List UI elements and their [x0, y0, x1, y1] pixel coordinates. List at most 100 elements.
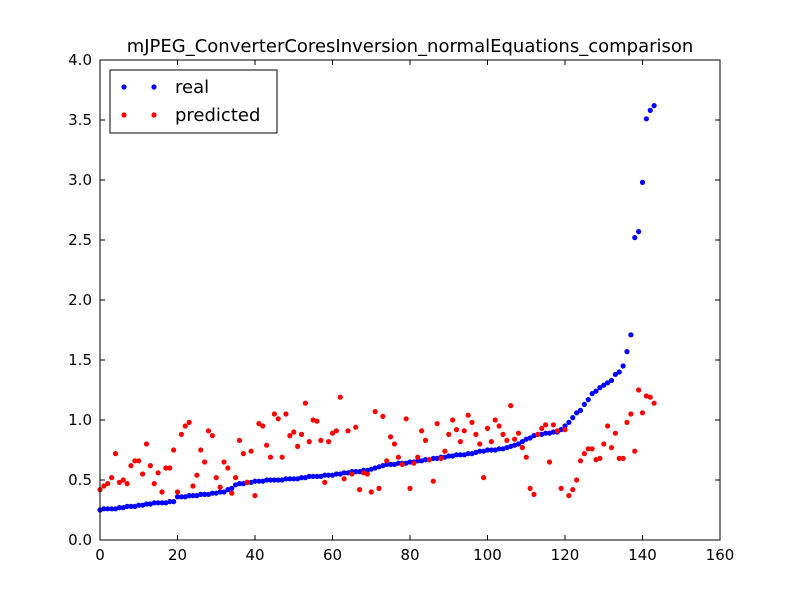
predicted-point	[550, 422, 556, 428]
predicted-point	[209, 433, 215, 439]
real-point	[636, 229, 642, 235]
real-point	[384, 461, 390, 467]
predicted-point	[519, 445, 525, 451]
real-point	[221, 489, 227, 495]
predicted-point	[558, 485, 564, 491]
real-point	[341, 470, 347, 476]
legend-marker-predicted	[151, 112, 157, 118]
real-point	[267, 477, 274, 483]
predicted-point	[155, 470, 161, 476]
predicted-point	[221, 459, 227, 465]
predicted-point	[116, 479, 122, 485]
real-point	[287, 476, 293, 482]
real-point	[446, 453, 452, 459]
x-tick-label: 160	[706, 546, 735, 564]
predicted-point	[469, 419, 475, 425]
predicted-point	[205, 428, 212, 434]
predicted-point	[143, 441, 150, 447]
predicted-point	[302, 400, 308, 406]
predicted-point	[384, 458, 390, 464]
predicted-point	[147, 463, 153, 469]
legend: real predicted	[109, 69, 278, 134]
predicted-point	[287, 433, 293, 439]
predicted-point	[140, 471, 146, 477]
predicted-point	[434, 421, 440, 427]
predicted-point	[326, 439, 332, 445]
real-point	[109, 506, 115, 512]
real-point	[519, 439, 525, 445]
real-point	[484, 447, 491, 453]
x-tick-label: 80	[400, 546, 419, 564]
real-point	[283, 476, 289, 482]
predicted-point	[554, 428, 560, 434]
real-point	[151, 500, 157, 506]
real-point	[612, 371, 618, 377]
real-point	[639, 179, 646, 185]
predicted-point	[585, 446, 591, 452]
predicted-point	[151, 481, 157, 487]
real-point	[198, 491, 204, 497]
real-point	[632, 235, 638, 241]
real-point	[624, 349, 630, 355]
predicted-point	[504, 437, 510, 443]
real-point	[314, 473, 320, 479]
real-point	[496, 446, 502, 452]
predicted-point	[217, 484, 223, 490]
predicted-point	[333, 428, 339, 434]
predicted-point	[306, 439, 312, 445]
legend-marker-predicted	[121, 112, 127, 118]
real-point	[202, 491, 208, 497]
predicted-point	[395, 454, 401, 460]
predicted-point	[500, 431, 506, 437]
predicted-point	[453, 427, 460, 433]
real-point	[616, 369, 622, 375]
predicted-point	[198, 447, 204, 453]
y-tick-label: 3.5	[68, 111, 92, 129]
predicted-point	[620, 455, 626, 461]
real-point	[574, 410, 580, 416]
predicted-point	[225, 465, 231, 471]
real-point	[236, 481, 243, 487]
predicted-point	[605, 423, 611, 429]
y-tick-label: 4.0	[68, 51, 92, 69]
predicted-point	[473, 431, 479, 437]
predicted-point	[271, 411, 277, 417]
x-tick-label: 0	[95, 546, 105, 564]
predicted-point	[233, 475, 239, 481]
x-tick-label: 40	[245, 546, 264, 564]
real-point	[562, 423, 568, 429]
predicted-point	[512, 436, 518, 442]
predicted-point	[112, 451, 119, 457]
real-point	[488, 447, 494, 453]
predicted-point	[105, 481, 111, 487]
real-point	[543, 430, 549, 436]
predicted-point	[388, 434, 394, 440]
predicted-point	[477, 441, 483, 447]
predicted-point	[442, 448, 448, 454]
predicted-point	[120, 477, 126, 483]
predicted-point	[368, 489, 374, 495]
predicted-point	[639, 410, 646, 416]
legend-marker-real	[151, 84, 157, 90]
real-point	[209, 490, 215, 496]
predicted-point	[411, 460, 417, 466]
real-point	[647, 107, 653, 113]
real-point	[453, 452, 460, 458]
predicted-point	[539, 425, 545, 431]
predicted-point	[430, 478, 436, 484]
real-point	[566, 419, 572, 425]
predicted-point	[523, 454, 529, 460]
predicted-point	[508, 403, 514, 409]
predicted-point	[178, 431, 184, 437]
predicted-point	[132, 458, 138, 464]
predicted-point	[446, 431, 452, 437]
real-point	[275, 477, 281, 483]
real-point	[291, 476, 297, 482]
y-tick-label: 0.0	[68, 531, 92, 549]
real-point	[174, 494, 181, 500]
real-point	[527, 435, 533, 441]
predicted-point	[608, 445, 615, 451]
predicted-point	[535, 431, 541, 437]
real-point	[322, 472, 328, 478]
